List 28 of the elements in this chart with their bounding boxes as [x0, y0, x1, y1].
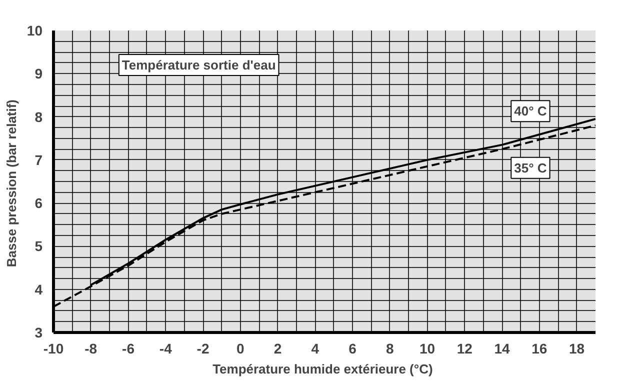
x-tick-label: -8	[84, 340, 98, 356]
y-tick-label: 5	[34, 238, 43, 254]
x-tick-label: -6	[122, 340, 135, 356]
text: Température sortie d'eau	[122, 58, 276, 73]
x-tick-label: 16	[532, 340, 548, 356]
series-label: 35° C	[514, 160, 548, 176]
x-tick-label: 18	[569, 340, 585, 356]
y-axis-title: Basse pression (bar relatif)	[4, 99, 19, 268]
y-tick-label: 3	[34, 324, 43, 340]
x-tick-label: 4	[311, 340, 320, 356]
y-tick-label: 8	[34, 108, 43, 125]
x-tick-label: -10	[43, 340, 64, 356]
x-tick-label: -4	[159, 340, 172, 356]
x-tick-label: 14	[494, 340, 510, 356]
x-tick-label: 6	[348, 340, 357, 356]
y-tick-label: 10	[26, 22, 43, 38]
x-tick-label: 0	[236, 340, 245, 356]
y-tick-label: 9	[34, 66, 43, 82]
x-axis-title: Température humide extérieure (°C)	[212, 362, 433, 376]
x-tick-label: 12	[456, 340, 473, 356]
y-tick-label: 6	[34, 195, 43, 212]
series-label: 40° C	[514, 104, 548, 119]
x-tick-label: 10	[420, 340, 436, 356]
y-tick-label: 7	[34, 152, 43, 168]
x-tick-label: 8	[386, 340, 394, 356]
y-tick-label: 4	[34, 281, 43, 298]
x-tick-label: -2	[196, 340, 210, 356]
x-tick-label: 2	[274, 340, 282, 356]
